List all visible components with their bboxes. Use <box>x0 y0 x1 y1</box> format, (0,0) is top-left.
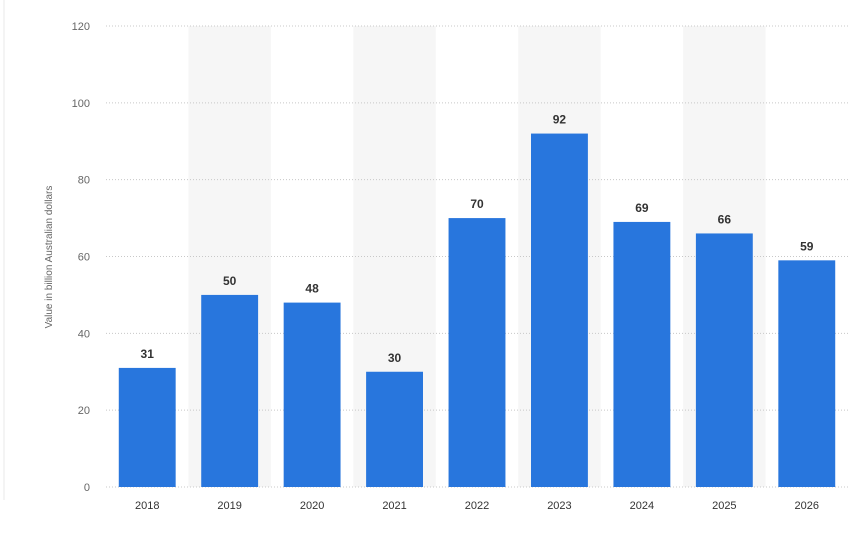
data-label: 92 <box>553 113 567 127</box>
data-label: 48 <box>305 282 319 296</box>
bar <box>448 218 506 488</box>
y-axis-title: Value in billion Australian dollars <box>44 186 55 329</box>
x-tick-label: 2020 <box>300 500 324 512</box>
x-axis: 2018 2019 2020 2021 2022 2023 2024 2025 2026 <box>135 500 819 512</box>
bar <box>613 221 671 488</box>
y-tick-label: 60 <box>78 252 90 264</box>
bar <box>366 371 423 487</box>
x-tick-label: 2024 <box>630 500 654 512</box>
bar <box>201 294 259 487</box>
data-label: 59 <box>800 239 814 253</box>
y-tick-label: 0 <box>84 482 90 494</box>
y-tick-label: 80 <box>78 175 90 187</box>
bar <box>118 367 176 487</box>
x-tick-label: 2026 <box>795 500 819 512</box>
data-labels: 31 50 48 30 70 92 69 66 59 <box>141 113 814 365</box>
y-tick-label: 20 <box>78 405 90 417</box>
y-tick-label: 40 <box>78 328 90 340</box>
x-tick-label: 2022 <box>465 500 489 512</box>
x-tick-label: 2019 <box>217 500 241 512</box>
bar <box>695 233 753 487</box>
x-tick-label: 2025 <box>712 500 736 512</box>
data-label: 50 <box>223 274 237 288</box>
data-label: 30 <box>388 351 402 365</box>
bar <box>531 133 588 488</box>
bars <box>118 133 836 488</box>
data-label: 69 <box>635 201 649 215</box>
data-label: 70 <box>470 197 484 211</box>
data-label: 31 <box>141 347 155 361</box>
y-axis: 0 20 40 60 80 100 120 <box>72 21 90 494</box>
x-tick-label: 2018 <box>135 500 159 512</box>
data-label: 66 <box>718 212 732 226</box>
bar <box>283 302 341 487</box>
x-tick-label: 2023 <box>547 500 571 512</box>
y-tick-label: 100 <box>72 98 90 110</box>
x-tick-label: 2021 <box>382 500 406 512</box>
bar <box>778 260 836 487</box>
y-tick-label: 120 <box>72 21 90 33</box>
